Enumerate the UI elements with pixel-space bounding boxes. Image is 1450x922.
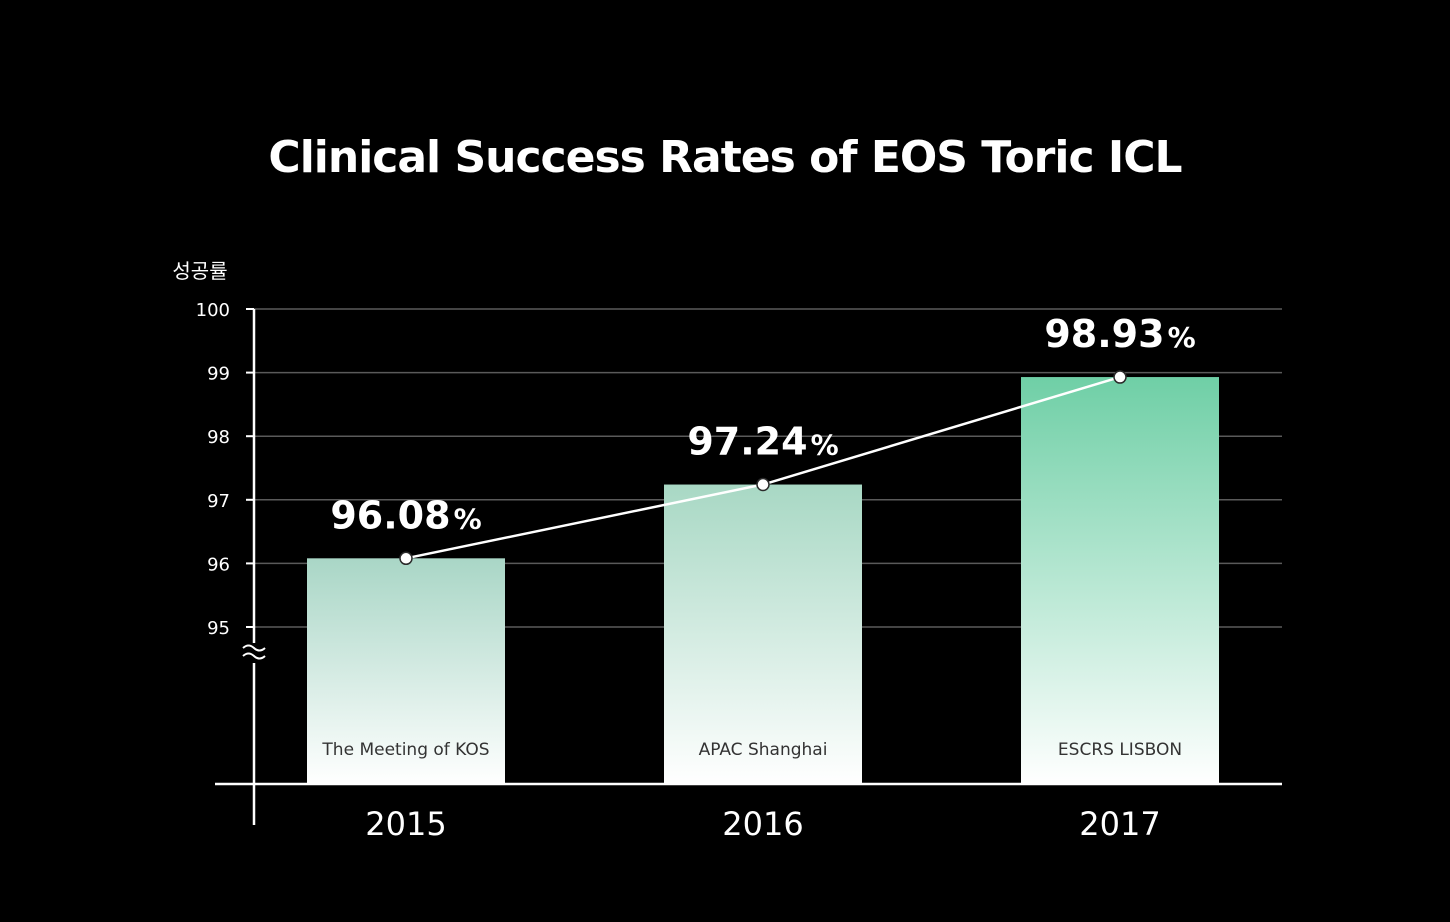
x-tick-label: 2017 <box>1079 805 1160 843</box>
x-tick-label: 2015 <box>365 805 446 843</box>
trend-point <box>756 477 770 492</box>
value-label: 97.24% <box>687 420 838 464</box>
trend-point <box>1113 370 1127 384</box>
axis-break-wave <box>242 644 266 652</box>
labels: 95 96 97 98 99 100 성공률 The Meeting of KOS 2015 96… <box>172 259 1195 843</box>
bar-name-label: The Meeting of KOS <box>321 740 489 760</box>
y-tick-label: 99 <box>207 364 230 385</box>
x-tick-label: 2016 <box>722 805 803 843</box>
bars <box>307 377 1219 784</box>
bar-2015 <box>307 558 505 784</box>
value-number: 96.08 <box>330 493 450 537</box>
axes <box>215 308 1282 825</box>
bar-name-label: APAC Shanghai <box>699 740 828 760</box>
value-number: 98.93 <box>1044 312 1164 356</box>
value-label: 98.93% <box>1044 312 1195 356</box>
value-percent-sign: % <box>454 502 482 535</box>
trend-line-group <box>399 370 1127 566</box>
value-percent-sign: % <box>811 429 839 462</box>
value-percent-sign: % <box>1168 321 1196 354</box>
y-axis-label: 성공률 <box>172 259 227 283</box>
y-tick-label: 98 <box>207 427 230 448</box>
axis-break-wave <box>242 652 266 660</box>
y-tick-label: 97 <box>207 491 230 512</box>
y-tick-label: 96 <box>207 554 230 575</box>
value-number: 97.24 <box>687 420 807 464</box>
trend-point <box>399 551 413 566</box>
y-tick-label: 95 <box>207 618 230 639</box>
bar-2017 <box>1021 377 1219 784</box>
value-label: 96.08% <box>330 493 481 537</box>
bar-name-label: ESCRS LISBON <box>1058 740 1182 760</box>
chart-title: Clinical Success Rates of EOS Toric ICL <box>268 132 1182 183</box>
y-tick-label: 100 <box>196 300 230 321</box>
bar-2016 <box>664 484 862 784</box>
